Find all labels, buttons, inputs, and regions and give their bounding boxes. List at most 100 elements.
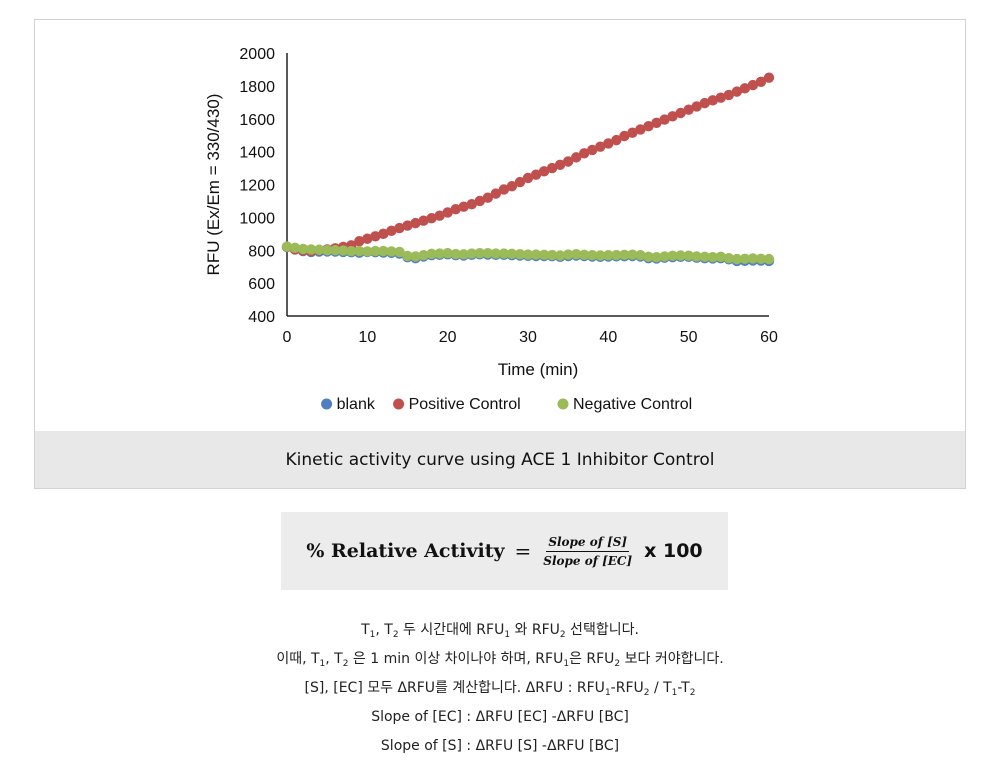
data-point-negative-control — [562, 249, 574, 260]
data-point-negative-control — [498, 248, 510, 259]
data-point-positive-control — [514, 176, 526, 188]
data-point-positive-control — [370, 231, 381, 242]
data-point-positive-control — [603, 138, 614, 149]
formula-lhs: % Relative Activity — [306, 540, 505, 562]
subscript: 1 — [563, 659, 570, 669]
note-text: -T — [677, 680, 690, 696]
x-tick-label: 10 — [358, 329, 376, 346]
data-point-negative-control — [434, 248, 445, 259]
data-point-negative-control — [530, 249, 542, 260]
formula-fraction: Slope of [S] Slope of [EC] — [541, 535, 634, 568]
data-point-negative-control — [538, 249, 550, 261]
subscript: 1 — [504, 630, 511, 640]
data-point-positive-control — [739, 83, 751, 94]
legend-marker-negative-control — [557, 398, 569, 410]
data-point-positive-control — [402, 220, 413, 231]
data-point-negative-control — [723, 252, 735, 264]
note-text: [S], [EC] 모두 ΔRFU를 계산합니다. ΔRFU : RFU — [304, 680, 605, 696]
data-point-positive-control — [458, 201, 469, 212]
subscript: 2 — [559, 630, 566, 640]
x-tick-label: 50 — [680, 329, 698, 346]
note-text: -RFU — [610, 680, 644, 696]
note-text: 이때, T — [276, 651, 320, 667]
data-point-negative-control — [675, 250, 686, 261]
data-point-positive-control — [691, 101, 702, 112]
data-point-positive-control — [546, 162, 558, 174]
data-point-positive-control — [755, 76, 767, 87]
formula-multiplier: x 100 — [644, 540, 703, 562]
data-point-positive-control — [763, 72, 775, 83]
note-text: 와 RFU — [510, 622, 560, 638]
data-point-positive-control — [362, 233, 373, 244]
x-tick-label: 30 — [519, 329, 537, 346]
data-point-negative-control — [402, 250, 413, 262]
data-point-negative-control — [659, 251, 670, 262]
data-point-positive-control — [595, 141, 606, 152]
y-tick-label: 600 — [248, 276, 275, 293]
data-point-negative-control — [611, 249, 622, 261]
subscript: 2 — [643, 688, 650, 698]
x-tick-label: 40 — [599, 329, 617, 346]
data-point-negative-control — [418, 249, 429, 261]
data-point-negative-control — [506, 248, 518, 260]
subscript: 2 — [689, 688, 696, 698]
data-point-negative-control — [330, 245, 341, 256]
data-point-negative-control — [739, 253, 751, 264]
data-point-negative-control — [466, 248, 477, 259]
data-point-positive-control — [643, 120, 654, 132]
formula-numerator: Slope of [S] — [546, 535, 630, 552]
x-tick-label: 0 — [283, 329, 292, 346]
data-point-negative-control — [346, 245, 357, 257]
y-tick-label: 1400 — [239, 145, 275, 162]
data-point-negative-control — [522, 249, 534, 260]
data-point-negative-control — [667, 250, 678, 262]
data-point-positive-control — [699, 97, 710, 109]
data-point-negative-control — [321, 245, 333, 256]
data-point-negative-control — [571, 248, 582, 260]
data-point-positive-control — [530, 169, 542, 180]
note-text: 선택합니다. — [565, 622, 639, 638]
data-point-positive-control — [474, 195, 485, 207]
legend-label-positive-control: Positive Control — [409, 396, 521, 413]
subscript: 1 — [671, 688, 678, 698]
data-point-positive-control — [498, 184, 510, 195]
data-point-positive-control — [675, 107, 686, 119]
data-point-positive-control — [635, 124, 646, 135]
data-point-negative-control — [747, 253, 759, 264]
chart-panel: 400 600 800 1000 1200 1400 1600 1800 2000 0 10 20 30… — [34, 19, 966, 489]
data-point-positive-control — [707, 95, 718, 106]
x-axis-label: Time (min) — [498, 360, 579, 379]
data-point-positive-control — [667, 111, 678, 122]
data-point-negative-control — [579, 249, 590, 261]
note-text: 은 RFU — [569, 651, 615, 667]
y-tick-label: 1200 — [239, 178, 275, 195]
data-point-positive-control — [731, 86, 743, 97]
data-point-negative-control — [490, 248, 502, 259]
data-point-positive-control — [619, 130, 630, 142]
note-line-1: T1, T2 두 시간대에 RFU1 와 RFU2 선택합니다. — [0, 616, 1000, 645]
note-text: , T — [325, 651, 343, 667]
data-point-positive-control — [506, 180, 518, 192]
note-text: / T — [649, 680, 672, 696]
data-point-negative-control — [699, 251, 710, 263]
data-point-negative-control — [603, 249, 614, 261]
data-point-positive-control — [562, 156, 574, 167]
data-point-negative-control — [338, 245, 349, 256]
data-point-negative-control — [707, 251, 718, 263]
subscript: 1 — [369, 630, 376, 640]
data-point-negative-control — [763, 253, 775, 265]
data-point-positive-control — [683, 104, 694, 115]
data-point-positive-control — [747, 79, 759, 91]
chart-caption: Kinetic activity curve using ACE 1 Inhib… — [35, 431, 965, 488]
legend-label-blank: blank — [337, 396, 376, 413]
data-point-positive-control — [450, 203, 461, 215]
subscript: 2 — [614, 659, 621, 669]
legend-marker-blank — [321, 398, 333, 410]
data-point-negative-control — [281, 241, 293, 252]
y-tick-label: 1600 — [239, 112, 275, 129]
subscript: 2 — [342, 659, 349, 669]
legend-marker-positive-control — [393, 398, 405, 410]
note-text: 보다 커야합니다. — [620, 651, 724, 667]
data-point-negative-control — [362, 246, 373, 257]
formula-denominator: Slope of [EC] — [543, 553, 633, 568]
